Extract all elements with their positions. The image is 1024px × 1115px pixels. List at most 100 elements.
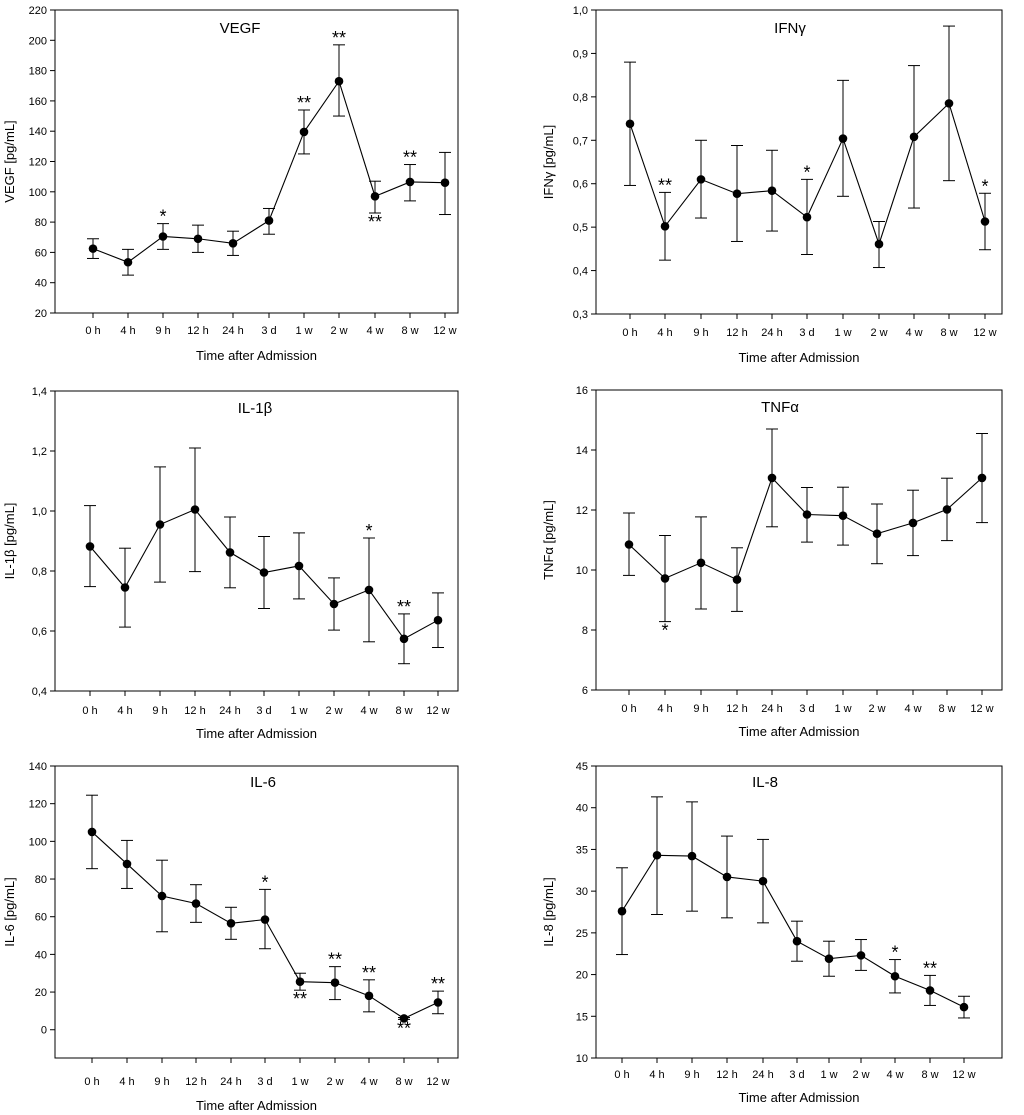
significance-marker: ** xyxy=(368,212,382,232)
x-tick-label: 4 w xyxy=(366,325,383,337)
x-tick-label: 8 w xyxy=(940,327,957,339)
x-tick-label: 12 w xyxy=(426,1076,449,1088)
significance-marker: ** xyxy=(403,148,417,168)
data-point xyxy=(157,891,167,901)
chart-panel-5: 0 20 40 60 80 100 120 140 0 h 4 h 9 h 12 h 24 h 3 d 1 … xyxy=(2,761,459,1113)
x-tick-label: 4 w xyxy=(360,705,377,717)
y-tick-label: 20 xyxy=(35,987,47,999)
series-line xyxy=(621,854,965,1008)
chart-panel-4: 6 8 10 12 14 16 0 h 4 h 9 h 12 h 24 h 3 d 1 w 2 w 4 w 8… xyxy=(541,385,1003,739)
y-tick-label: 0,4 xyxy=(573,266,588,278)
x-tick-label: 9 h xyxy=(155,325,170,337)
x-tick-label: 3 d xyxy=(799,327,814,339)
y-tick-label: 10 xyxy=(576,1053,588,1065)
data-point xyxy=(687,851,697,861)
y-tick-label: 0,4 xyxy=(32,686,47,698)
data-point xyxy=(722,872,732,882)
y-tick-label: 0,6 xyxy=(32,626,47,638)
data-point xyxy=(942,505,952,514)
data-point xyxy=(792,936,802,946)
significance-marker: ** xyxy=(328,950,342,970)
data-point xyxy=(330,978,340,987)
data-point xyxy=(802,510,812,519)
data-point xyxy=(228,239,238,248)
x-tick-label: 1 w xyxy=(295,325,312,337)
data-point xyxy=(260,915,270,924)
y-tick-label: 12 xyxy=(576,505,588,517)
y-tick-label: 35 xyxy=(576,844,588,856)
y-tick-label: 0,7 xyxy=(573,135,588,147)
chart-title: IFNγ xyxy=(774,20,806,37)
y-tick-label: 8 xyxy=(582,625,588,637)
x-tick-label: 24 h xyxy=(222,325,243,337)
y-axis-title: IL-1β [pg/mL] xyxy=(2,503,17,580)
chart-title: VEGF xyxy=(220,20,261,37)
x-tick-label: 9 h xyxy=(693,327,708,339)
x-tick-label: 12 h xyxy=(716,1069,737,1081)
significance-marker: * xyxy=(981,176,988,196)
x-tick-label: 8 w xyxy=(395,705,412,717)
y-tick-label: 100 xyxy=(29,187,47,199)
significance-marker: ** xyxy=(297,93,311,113)
x-tick-label: 24 h xyxy=(761,703,782,715)
y-tick-label: 20 xyxy=(35,308,47,320)
x-tick-label: 3 d xyxy=(789,1069,804,1081)
data-point xyxy=(155,520,165,529)
y-tick-label: 180 xyxy=(29,66,47,78)
y-tick-label: 30 xyxy=(576,886,588,898)
x-axis-title: Time after Admission xyxy=(196,726,317,741)
series-line xyxy=(92,79,446,263)
data-point xyxy=(329,599,339,609)
x-tick-label: 0 h xyxy=(622,327,637,339)
y-tick-label: 10 xyxy=(576,565,588,577)
x-tick-label: 1 w xyxy=(834,327,851,339)
chart-title: IL-8 xyxy=(752,774,778,791)
data-point xyxy=(364,991,374,1001)
significance-marker: * xyxy=(261,872,268,892)
data-point xyxy=(890,971,900,981)
x-tick-label: 3 d xyxy=(261,325,276,337)
data-point xyxy=(405,177,415,187)
x-tick-label: 2 w xyxy=(325,705,342,717)
data-point xyxy=(856,951,866,960)
significance-marker: * xyxy=(365,521,372,541)
data-point xyxy=(440,178,450,188)
plot-frame xyxy=(54,390,459,692)
y-axis-title: IL-8 [pg/mL] xyxy=(541,877,556,946)
y-tick-label: 40 xyxy=(35,278,47,290)
y-tick-label: 0,8 xyxy=(32,566,47,578)
x-axis-title: Time after Admission xyxy=(739,1090,860,1105)
significance-marker: * xyxy=(891,943,898,963)
significance-marker: ** xyxy=(923,958,937,978)
chart-title: IL-1β xyxy=(238,400,273,417)
y-axis-title: IFNγ [pg/mL] xyxy=(541,125,556,199)
x-tick-label: 4 w xyxy=(904,703,921,715)
data-point xyxy=(399,634,409,644)
data-point xyxy=(259,568,269,577)
data-point xyxy=(838,511,848,520)
x-tick-label: 8 w xyxy=(395,1076,412,1088)
y-tick-label: 16 xyxy=(576,385,588,397)
x-tick-label: 4 h xyxy=(119,1076,134,1088)
x-tick-label: 1 w xyxy=(290,705,307,717)
y-tick-label: 0,9 xyxy=(573,48,588,60)
y-tick-label: 1,0 xyxy=(32,506,47,518)
significance-marker: ** xyxy=(397,597,411,617)
data-point xyxy=(88,244,98,253)
data-point xyxy=(190,505,200,514)
data-point xyxy=(660,574,670,583)
chart-panel-6: 10 15 20 25 30 35 40 45 0 h 4 h 9 h 12 h 24 h 3 d 1 w 2… xyxy=(541,761,1003,1105)
y-tick-label: 0,5 xyxy=(573,222,588,234)
data-point xyxy=(838,134,848,143)
series-line xyxy=(628,476,983,581)
plot-frame xyxy=(54,9,459,314)
data-point xyxy=(925,986,935,995)
data-point xyxy=(334,76,344,86)
x-tick-label: 0 h xyxy=(84,1076,99,1088)
data-point xyxy=(802,212,812,222)
y-axis-title: IL-6 [pg/mL] xyxy=(2,877,17,946)
data-point xyxy=(909,132,919,142)
data-point xyxy=(732,189,742,199)
x-axis-title: Time after Admission xyxy=(739,724,860,739)
